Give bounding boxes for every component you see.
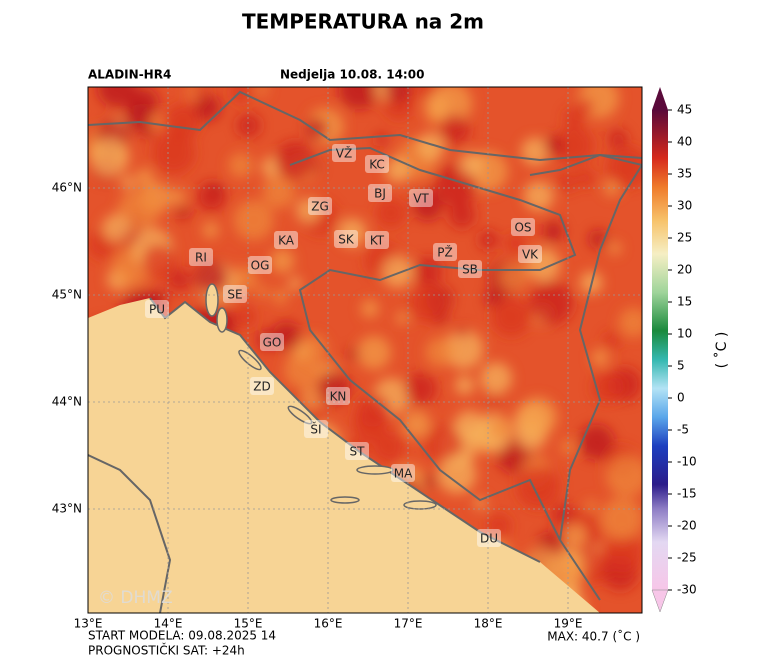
border — [529, 153, 642, 601]
city-label-bg — [189, 248, 213, 266]
city-label-bg — [365, 231, 389, 249]
city-label-bg — [334, 230, 358, 248]
city-label: ŠI — [310, 422, 321, 437]
colorbar-max-arrow — [652, 87, 668, 110]
title: TEMPERATURA na 2m — [242, 10, 484, 34]
city-label: KC — [369, 158, 385, 172]
colorbar-tick-label: 25 — [677, 231, 692, 245]
city-label: OS — [514, 221, 531, 235]
coast — [88, 454, 172, 613]
colorbar-tick-label: -20 — [677, 519, 697, 533]
city-label-bg — [368, 184, 392, 202]
city-label-bg — [250, 377, 274, 395]
city-label: ZD — [253, 380, 270, 394]
border — [88, 90, 642, 162]
colorbar-tick-label: 35 — [677, 167, 692, 181]
city-label: OG — [251, 259, 270, 273]
city-label-bg — [308, 197, 332, 215]
coast — [149, 297, 541, 563]
footer-hour: PROGNOSTIČKI SAT: +24h — [88, 643, 245, 658]
city-label-bg — [332, 144, 356, 162]
city-label: VT — [413, 192, 429, 206]
lon-tick-label: 14°E — [154, 617, 183, 631]
city-label: KA — [278, 234, 295, 248]
border — [289, 146, 577, 541]
colorbar-tick-label: 30 — [677, 199, 692, 213]
sea — [88, 298, 600, 613]
lon-tick-label: 18°E — [474, 617, 503, 631]
islands — [205, 283, 437, 510]
city-label: ST — [350, 445, 366, 459]
colorbar-tick-label: 20 — [677, 263, 692, 277]
city-label-bg — [365, 155, 389, 173]
colorbar-tick-label: 0 — [677, 391, 685, 405]
city-label: SE — [227, 288, 242, 302]
city-label: RI — [195, 251, 207, 265]
colorbar-tick-label: -10 — [677, 455, 697, 469]
city-label-bg — [248, 256, 272, 274]
footer-max: MAX: 40.7 (˚C ) — [547, 629, 640, 644]
lon-tick-label: 19°E — [554, 617, 583, 631]
colorbar-tick-label: 40 — [677, 135, 692, 149]
footer-start: START MODELA: 09.08.2025 14 — [88, 629, 276, 643]
city-label: VŽ — [336, 146, 352, 161]
colorbar-tick-label: 5 — [677, 359, 685, 373]
lat-tick-label: 46°N — [52, 181, 82, 195]
lon-tick-label: 13°E — [74, 617, 103, 631]
city-label: PU — [149, 303, 165, 317]
city-label-bg — [391, 464, 415, 482]
city-label: DU — [480, 532, 498, 546]
city-label-bg — [511, 218, 535, 236]
city-label-bg — [458, 260, 482, 278]
city-label: SK — [338, 233, 355, 247]
lat-tick-label: 45°N — [52, 288, 82, 302]
city-label-bg — [326, 387, 350, 405]
city-label-bg — [304, 420, 328, 438]
city-label-bg — [518, 245, 542, 263]
map-frame — [87, 86, 643, 614]
map-field — [88, 87, 642, 613]
city-label: SB — [462, 263, 478, 277]
colorbar — [652, 110, 668, 590]
city-label: KN — [330, 390, 347, 404]
city-label-bg — [223, 285, 247, 303]
city-label-bg — [260, 333, 284, 351]
city-label-bg — [477, 529, 501, 547]
valid-time: Nedjelja 10.08. 14:00 — [280, 68, 424, 82]
colorbar-tick-label: -25 — [677, 551, 697, 565]
colorbar-tick-label: 15 — [677, 295, 692, 309]
colorbar-min-arrow — [651, 589, 669, 613]
city-label: BJ — [374, 187, 386, 201]
city-label-bg — [274, 231, 298, 249]
colorbar-tick-label: -5 — [677, 423, 689, 437]
lat-tick-label: 43°N — [52, 502, 82, 516]
city-label-bg — [345, 442, 369, 460]
city-label: ZG — [311, 200, 329, 214]
colorbar-tick-label: -15 — [677, 487, 697, 501]
watermark: © DHMZ — [98, 588, 173, 608]
city-label: MA — [394, 467, 413, 481]
city-label: KT — [370, 234, 385, 248]
lon-tick-label: 17°E — [394, 617, 423, 631]
city-label: PŽ — [437, 245, 452, 260]
colorbar-tick-label: 10 — [677, 327, 692, 341]
colorbar-label: ( ˚C ) — [713, 332, 730, 369]
lon-tick-label: 16°E — [314, 617, 343, 631]
city-label-bg — [145, 300, 169, 318]
lat-tick-label: 44°N — [52, 395, 82, 409]
colorbar-tick-label: -30 — [677, 583, 697, 597]
colorbar-tick-label: 45 — [677, 103, 692, 117]
model-name: ALADIN-HR4 — [88, 68, 171, 82]
city-label-bg — [409, 189, 433, 207]
lon-tick-label: 15°E — [234, 617, 263, 631]
city-label: GO — [263, 336, 282, 350]
city-label-bg — [433, 243, 457, 261]
city-label: VK — [522, 248, 539, 262]
